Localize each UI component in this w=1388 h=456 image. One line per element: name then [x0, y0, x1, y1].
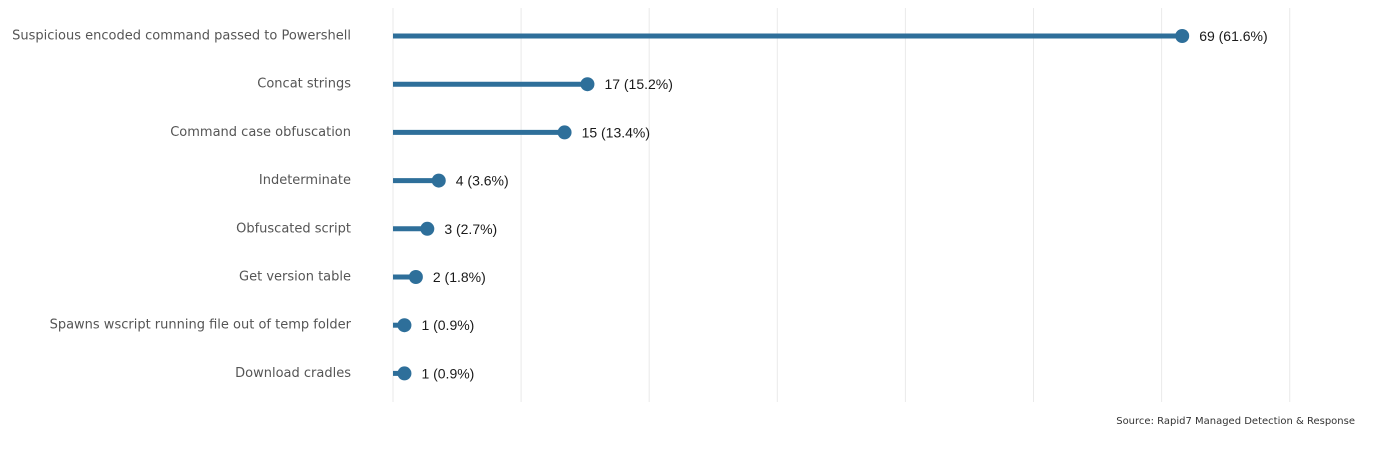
- category-label: Command case obfuscation: [170, 125, 351, 140]
- category-label: Download cradles: [235, 366, 351, 381]
- lollipop-dot: [431, 173, 446, 188]
- value-label: 69 (61.6%): [1199, 28, 1267, 44]
- lollipop-dot: [420, 221, 435, 236]
- category-label: Suspicious encoded command passed to Pow…: [12, 29, 351, 44]
- value-label: 3 (2.7%): [444, 221, 497, 237]
- lollipop-dot: [580, 77, 595, 92]
- category-label: Get version table: [239, 270, 351, 285]
- category-label: Indeterminate: [259, 173, 351, 188]
- value-label: 15 (13.4%): [582, 124, 650, 140]
- lollipop-dot: [557, 125, 572, 140]
- value-label: 17 (15.2%): [604, 76, 672, 92]
- value-label: 1 (0.9%): [421, 317, 474, 333]
- source-note: Source: Rapid7 Managed Detection & Respo…: [1116, 416, 1355, 427]
- gridlines: [392, 8, 1291, 402]
- chart-marks: Suspicious encoded command passed to Pow…: [12, 28, 1268, 381]
- value-label: 2 (1.8%): [433, 269, 486, 285]
- lollipop-dot: [1175, 29, 1190, 43]
- lollipop-dot: [397, 318, 412, 333]
- lollipop-dot: [397, 366, 412, 381]
- value-label: 1 (0.9%): [421, 365, 474, 381]
- lollipop-dot: [408, 270, 423, 284]
- category-label: Obfuscated script: [236, 221, 351, 236]
- category-label: Concat strings: [257, 77, 351, 92]
- category-label: Spawns wscript running file out of temp …: [50, 318, 352, 333]
- value-label: 4 (3.6%): [456, 173, 509, 189]
